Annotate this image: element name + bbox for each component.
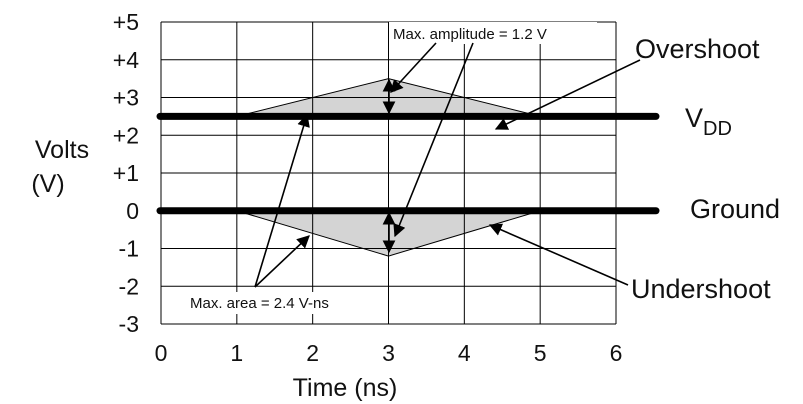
vdd-label-main: V — [685, 103, 703, 133]
y-tick-label: +3 — [113, 85, 139, 111]
max-amplitude-note: Max. amplitude = 1.2 V — [389, 22, 597, 44]
x-axis-title: Time (ns) — [293, 374, 398, 402]
annotation-arrows — [254, 42, 641, 288]
overshoot-pointer-arrow — [494, 59, 641, 130]
x-tick-label: 1 — [230, 340, 243, 366]
area-pointer-arrow-upper — [254, 113, 310, 288]
y-tick-label: +4 — [113, 47, 139, 73]
x-tick-labels: 0 1 2 3 4 5 6 — [155, 340, 623, 366]
area-pointer-arrow-lower — [254, 235, 310, 288]
overshoot-label: Overshoot — [635, 34, 760, 64]
ground-label: Ground — [690, 194, 780, 224]
vdd-label-subscript: DD — [703, 118, 732, 140]
undershoot-label: Undershoot — [631, 274, 771, 304]
max-area-text: Max. area = 2.4 V-ns — [190, 295, 329, 312]
max-amplitude-text: Max. amplitude = 1.2 V — [393, 26, 547, 43]
x-tick-label: 2 — [306, 340, 319, 366]
x-tick-label: 5 — [534, 340, 547, 366]
y-tick-label: -3 — [119, 311, 139, 337]
y-tick-label: 0 — [126, 198, 139, 224]
y-tick-label: -2 — [119, 273, 139, 299]
y-tick-label: +5 — [113, 9, 139, 35]
grid — [160, 21, 617, 325]
x-tick-label: 6 — [610, 340, 623, 366]
x-tick-label: 3 — [382, 340, 395, 366]
y-tick-label: +1 — [113, 160, 139, 186]
x-tick-label: 0 — [155, 340, 168, 366]
x-tick-label: 4 — [458, 340, 471, 366]
y-axis-title-line2: (V) — [31, 170, 64, 198]
max-area-note: Max. area = 2.4 V-ns — [186, 292, 364, 314]
y-tick-labels: +5 +4 +3 +2 +1 0 -1 -2 -3 — [113, 9, 139, 337]
y-tick-label: +2 — [113, 122, 139, 148]
amplitude-pointer-arrow-upper — [390, 42, 437, 93]
y-tick-label: -1 — [119, 236, 139, 262]
plot-area — [156, 21, 660, 325]
amplitude-pointer-arrow-lower — [393, 42, 474, 238]
y-axis-title-line1: Volts — [35, 136, 89, 164]
vdd-label: VDD — [685, 103, 732, 140]
undershoot-pointer-arrow — [488, 223, 629, 286]
